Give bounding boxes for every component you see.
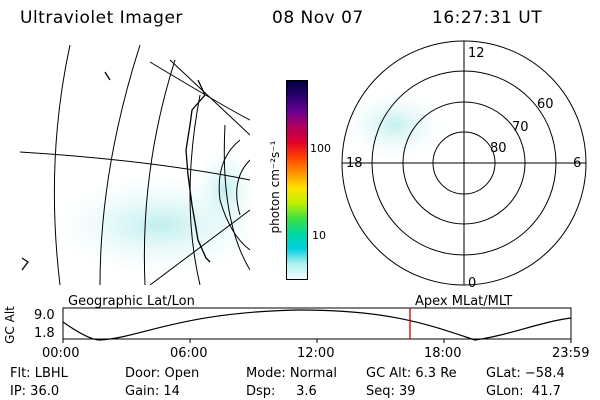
status-mode: Mode: Normal xyxy=(246,366,337,381)
status-ip: IP: 36.0 xyxy=(10,384,60,399)
timeline-xtick-3: 18:00 xyxy=(424,346,462,361)
polar-ring-label-70: 70 xyxy=(512,120,529,135)
status-door: Door: Open xyxy=(125,366,200,381)
status-seq: Seq: 39 xyxy=(366,384,416,399)
status-glat: GLat: −58.4 xyxy=(486,366,565,381)
polar-label-top: 12 xyxy=(468,46,485,61)
timeline-ytick-low: 1.8 xyxy=(34,326,55,341)
timeline-left-title: Geographic Lat/Lon xyxy=(68,294,195,309)
status-dsp: Dsp: 3.6 xyxy=(246,384,317,399)
polar-ring-label-80: 80 xyxy=(490,141,507,156)
timeline-frame xyxy=(62,307,572,340)
status-glon: GLon: 41.7 xyxy=(486,384,561,399)
time-label: 16:27:31 UT xyxy=(432,8,543,28)
polar-label-left: 18 xyxy=(346,156,363,171)
timeline-right-title: Apex MLat/MLT xyxy=(415,294,513,309)
colorbar xyxy=(286,80,308,280)
instrument-title: Ultraviolet Imager xyxy=(20,8,183,28)
polar-label-right: 6 xyxy=(573,156,582,171)
status-gain: Gain: 14 xyxy=(125,384,180,399)
status-gc-alt: GC Alt: 6.3 Re xyxy=(366,366,457,381)
colorbar-tick-10: 10 xyxy=(312,229,326,242)
timeline-ytick-high: 9.0 xyxy=(34,308,55,323)
polar-ring-label-60: 60 xyxy=(537,97,554,112)
timeline-altitude-curve xyxy=(62,309,572,341)
status-filter: Flt: LBHL xyxy=(10,366,68,381)
polar-label-bottom: 0 xyxy=(468,276,477,291)
timeline-xtick-2: 12:00 xyxy=(297,346,335,361)
aurora-glow-polar xyxy=(345,90,445,160)
timeline-xtick-1: 06:00 xyxy=(170,346,208,361)
timeline-xtick-0: 00:00 xyxy=(42,346,80,361)
colorbar-tick-100: 100 xyxy=(310,142,331,155)
date-label: 08 Nov 07 xyxy=(272,8,364,28)
timeline-xtick-4: 23:59 xyxy=(552,346,590,361)
